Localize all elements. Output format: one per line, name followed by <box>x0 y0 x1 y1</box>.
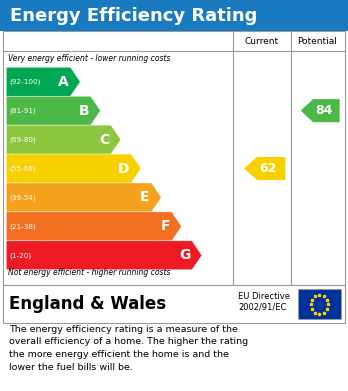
Bar <box>298 289 341 319</box>
Polygon shape <box>6 183 161 212</box>
Text: C: C <box>99 133 109 147</box>
Text: (39-54): (39-54) <box>9 194 36 201</box>
Text: D: D <box>118 161 129 176</box>
Text: The energy efficiency rating is a measure of the
overall efficiency of a home. T: The energy efficiency rating is a measur… <box>9 325 248 372</box>
Text: 62: 62 <box>260 162 277 175</box>
Text: Not energy efficient - higher running costs: Not energy efficient - higher running co… <box>8 268 171 277</box>
Polygon shape <box>6 241 202 270</box>
Text: (21-38): (21-38) <box>9 223 36 230</box>
Text: Energy Efficiency Rating: Energy Efficiency Rating <box>10 7 258 25</box>
Text: EU Directive
2002/91/EC: EU Directive 2002/91/EC <box>238 292 290 312</box>
Text: (92-100): (92-100) <box>9 79 40 85</box>
Bar <box>0 0 348 31</box>
Text: (69-80): (69-80) <box>9 136 36 143</box>
Text: (55-68): (55-68) <box>9 165 36 172</box>
Polygon shape <box>6 96 101 125</box>
Text: E: E <box>140 190 150 204</box>
Text: B: B <box>78 104 89 118</box>
Text: F: F <box>160 219 170 233</box>
Polygon shape <box>244 157 285 180</box>
Polygon shape <box>6 154 141 183</box>
Text: 84: 84 <box>315 104 332 117</box>
Polygon shape <box>301 99 340 122</box>
Bar <box>3 31 345 285</box>
Text: Current: Current <box>245 36 279 46</box>
Text: England & Wales: England & Wales <box>9 295 166 313</box>
Text: Potential: Potential <box>298 36 338 46</box>
Text: (81-91): (81-91) <box>9 108 36 114</box>
Text: A: A <box>58 75 69 89</box>
Polygon shape <box>6 212 182 241</box>
Polygon shape <box>6 67 80 96</box>
Text: Very energy efficient - lower running costs: Very energy efficient - lower running co… <box>8 54 171 63</box>
Polygon shape <box>6 125 121 154</box>
Text: G: G <box>179 248 190 262</box>
Text: (1-20): (1-20) <box>9 252 31 258</box>
Bar <box>3 285 345 323</box>
